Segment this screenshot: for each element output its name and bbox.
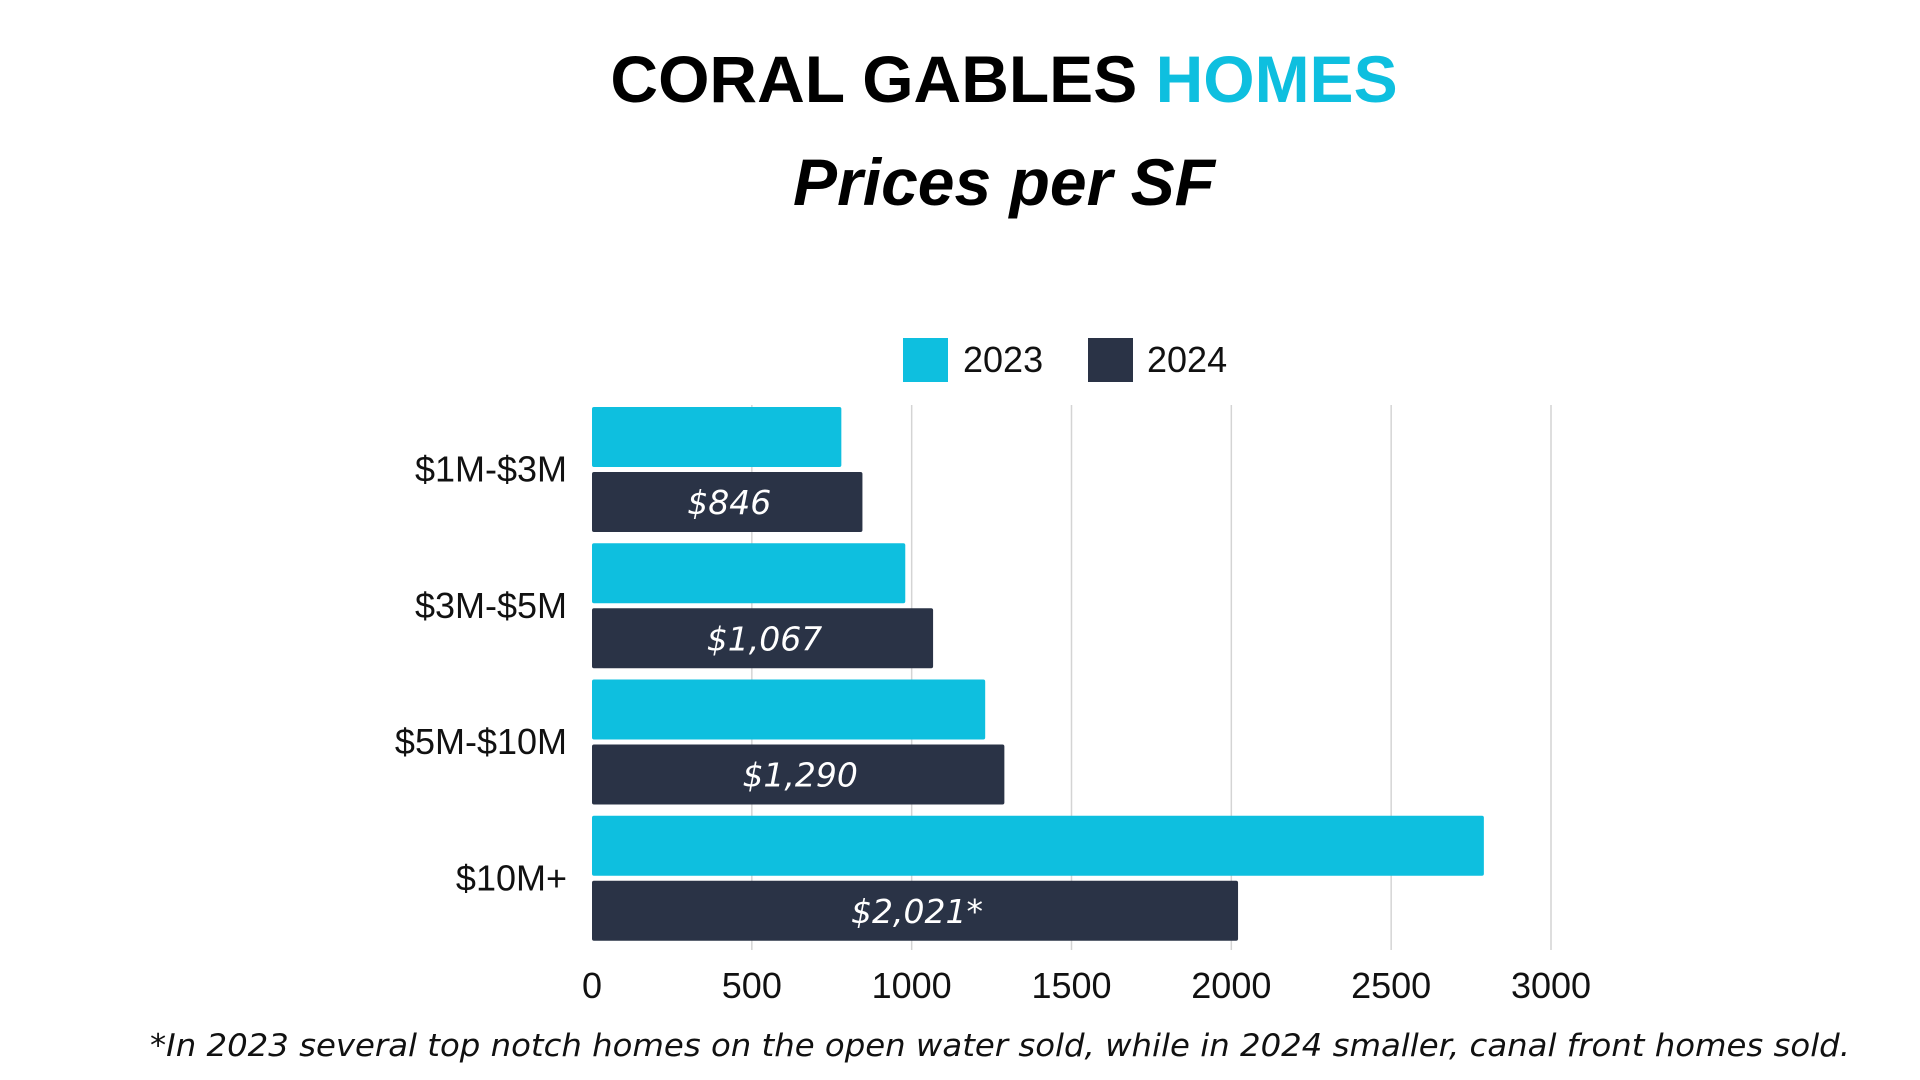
- bar-2024-0: [592, 472, 863, 532]
- x-tick-label-2000: 2000: [1191, 965, 1271, 1006]
- x-tick-label-2500: 2500: [1351, 965, 1431, 1006]
- bar-2024-3: [592, 880, 1239, 941]
- category-labels: $1M-$3M $3M-$5M $5M-$10M $10M+: [395, 449, 567, 899]
- bar-2023-3: [592, 815, 1484, 876]
- bar-2023-0: [592, 407, 842, 467]
- legend-swatch-2024: [1088, 338, 1133, 382]
- x-tick-label-1500: 1500: [1031, 965, 1111, 1006]
- x-tick-label-500: 500: [722, 965, 782, 1006]
- legend-label-2024: 2024: [1147, 339, 1227, 380]
- category-label-0: $1M-$3M: [415, 449, 567, 490]
- legend-swatch-2023: [903, 338, 948, 382]
- x-tick-label-1000: 1000: [872, 965, 952, 1006]
- category-label-3: $10M+: [456, 857, 567, 898]
- chart-title-accent: HOMES: [1156, 42, 1398, 116]
- category-label-1: $3M-$5M: [415, 585, 567, 626]
- bar-value-label-2024-3: $2,021*: [851, 892, 983, 931]
- bar-2024-1: [592, 608, 934, 669]
- x-tick-label-0: 0: [582, 965, 602, 1006]
- chart-title: CORAL GABLES HOMES: [610, 42, 1397, 116]
- legend-label-2023: 2023: [963, 339, 1043, 380]
- bar-value-label-2024-0: $846: [687, 483, 771, 522]
- bar-2023-2: [592, 679, 986, 740]
- chart-title-part1: CORAL GABLES: [610, 42, 1155, 116]
- bar-value-label-2024-2: $1,290: [742, 756, 857, 795]
- bar-2024-2: [592, 744, 1005, 805]
- chart-subtitle: Prices per SF: [793, 145, 1217, 219]
- x-tick-label-3000: 3000: [1511, 965, 1591, 1006]
- bar-value-label-2024-1: $1,067: [707, 619, 822, 658]
- bars: $846 $1,067 $1,290 $2,021*: [592, 407, 1484, 941]
- chart-footnote: *In 2023 several top notch homes on the …: [150, 1028, 1850, 1064]
- x-axis-ticks: 0 500 1000 1500 2000 2500 3000: [582, 965, 1591, 1006]
- legend: 2023 2024: [903, 338, 1227, 382]
- bar-2023-1: [592, 543, 906, 604]
- category-label-2: $5M-$10M: [395, 721, 567, 762]
